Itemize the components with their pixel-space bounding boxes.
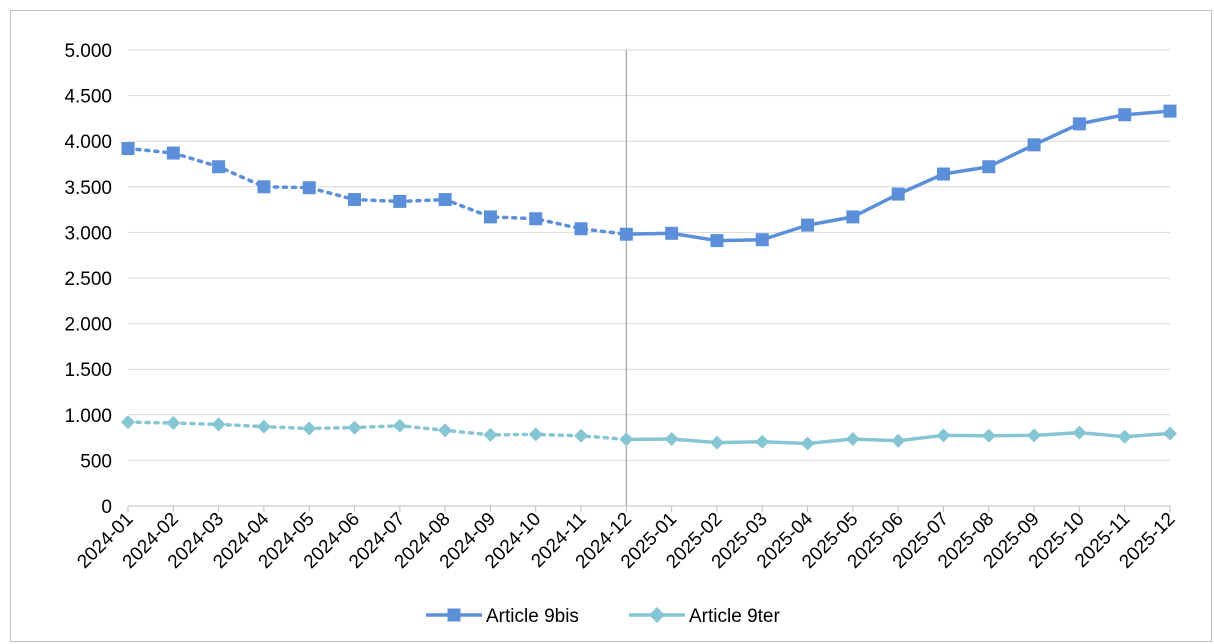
data-point-article-9ter: [709, 435, 724, 450]
data-point-article-9ter: [1117, 429, 1132, 444]
data-point-article-9bis: [891, 187, 905, 201]
data-point-article-9bis: [529, 212, 543, 226]
y-tick-label: 3.500: [64, 178, 112, 199]
y-tick-label: 1.000: [64, 406, 112, 427]
series-line-article-9bis-2025: [626, 109, 1171, 243]
series-line-article-9ter-2024: [126, 420, 629, 442]
data-point-article-9bis: [1027, 138, 1041, 152]
y-tick-label: 5.000: [64, 41, 112, 62]
chart-frame: [10, 10, 1212, 642]
x-axis-ticks: 2024-012024-022024-032024-042024-052024-…: [73, 508, 1179, 572]
y-tick-label: 1.500: [64, 360, 112, 381]
data-point-article-9ter: [438, 423, 453, 438]
data-point-article-9bis: [710, 234, 724, 248]
data-point-article-9ter: [1072, 425, 1087, 440]
data-point-article-9bis: [438, 193, 452, 207]
data-point-article-9ter: [755, 434, 770, 449]
data-point-article-9ter: [166, 416, 181, 431]
data-point-article-9bis: [348, 193, 362, 207]
y-tick-label: 2.000: [64, 315, 112, 336]
data-point-article-9ter: [981, 428, 996, 443]
data-point-article-9ter: [528, 427, 543, 442]
legend-label-article-9bis: Article 9bis: [486, 606, 579, 627]
data-point-article-9bis: [801, 218, 815, 232]
x-axis: [127, 505, 1171, 512]
data-point-article-9bis: [483, 210, 497, 224]
data-point-article-9bis: [1072, 117, 1086, 131]
data-point-article-9ter: [483, 427, 498, 442]
data-point-article-9bis: [121, 141, 135, 155]
data-point-article-9bis: [1118, 108, 1132, 122]
legend: Article 9bis Article 9ter: [426, 606, 780, 627]
series-line-article-9bis-2024: [126, 146, 629, 236]
legend-marker-article-9bis: [447, 608, 461, 622]
legend-marker-article-9ter: [649, 607, 665, 623]
gridlines: [128, 49, 1170, 461]
data-point-article-9bis: [755, 233, 769, 247]
y-tick-label: 0: [101, 497, 112, 518]
y-tick-label: 3.000: [64, 223, 112, 244]
data-point-article-9ter: [936, 428, 951, 443]
data-point-article-9bis: [619, 227, 633, 241]
series-markers: [121, 104, 1177, 451]
data-point-article-9bis: [665, 226, 679, 240]
data-point-article-9ter: [256, 419, 271, 434]
data-point-article-9ter: [211, 417, 226, 432]
data-point-article-9ter: [1163, 426, 1177, 441]
data-point-article-9ter: [1027, 428, 1042, 443]
y-tick-label: 4.000: [64, 132, 112, 153]
data-point-article-9bis: [846, 210, 860, 224]
data-point-article-9ter: [891, 433, 906, 448]
data-point-article-9bis: [936, 167, 950, 181]
data-point-article-9ter: [664, 431, 679, 446]
data-point-article-9ter: [392, 418, 407, 433]
series-lines: [126, 109, 1171, 446]
data-point-article-9bis: [982, 160, 996, 174]
data-point-article-9ter: [302, 421, 317, 436]
legend-label-article-9ter: Article 9ter: [689, 606, 780, 627]
data-point-article-9bis: [166, 146, 180, 160]
data-point-article-9bis: [574, 222, 588, 236]
y-tick-label: 4.500: [64, 87, 112, 108]
data-point-article-9ter: [845, 431, 860, 446]
data-point-article-9ter: [121, 415, 135, 430]
legend-item-article-9bis: Article 9bis: [426, 606, 579, 627]
data-point-article-9bis: [257, 180, 271, 194]
legend-item-article-9ter: Article 9ter: [629, 606, 780, 627]
y-axis-ticks: 0 500 1.000 1.500 2.000 2.500 3.000 3.500 4.000 4…: [64, 41, 112, 518]
data-point-article-9ter: [347, 420, 362, 435]
y-tick-label: 500: [80, 451, 112, 472]
data-point-article-9bis: [302, 181, 316, 195]
data-point-article-9ter: [619, 432, 634, 447]
data-point-article-9ter: [574, 428, 589, 443]
data-point-article-9bis: [212, 160, 226, 174]
data-point-article-9bis: [1163, 104, 1177, 118]
y-tick-label: 2.500: [64, 269, 112, 290]
data-point-article-9ter: [800, 436, 815, 451]
data-point-article-9bis: [393, 194, 407, 208]
